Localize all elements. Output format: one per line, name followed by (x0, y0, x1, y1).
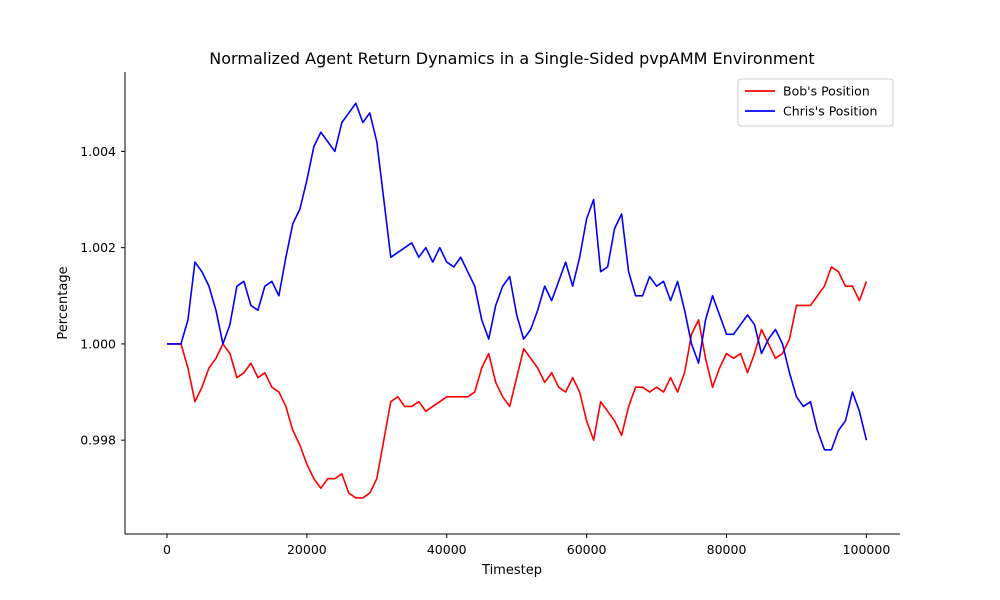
y-tick-label: 1.002 (80, 240, 116, 255)
legend: Bob's Position Chris's Position (737, 78, 894, 127)
y-axis-ticks: 0.998 1.000 1.002 1.004 (80, 144, 125, 448)
y-tick-label: 0.998 (80, 433, 116, 448)
legend-label-bob: Bob's Position (783, 84, 870, 99)
y-axis-label: Percentage (56, 266, 71, 339)
x-tick-label: 100000 (843, 542, 891, 557)
y-tick-label: 1.000 (80, 336, 116, 351)
series-layer (166, 102, 868, 499)
y-tick-label: 1.004 (80, 144, 116, 159)
x-tick-label: 60000 (567, 542, 607, 557)
x-axis-label: Timestep (481, 563, 542, 578)
x-tick-label: 80000 (707, 542, 747, 557)
x-axis-ticks: 0 20000 40000 60000 80000 100000 (163, 534, 890, 557)
legend-label-chris: Chris's Position (783, 104, 877, 119)
series-line-bob (166, 266, 868, 499)
x-tick-label: 20000 (287, 542, 327, 557)
chart-title: Normalized Agent Return Dynamics in a Si… (209, 49, 814, 68)
legend-box (737, 78, 894, 127)
x-tick-label: 0 (163, 542, 171, 557)
x-tick-label: 40000 (427, 542, 467, 557)
series-line-chris (166, 102, 868, 451)
